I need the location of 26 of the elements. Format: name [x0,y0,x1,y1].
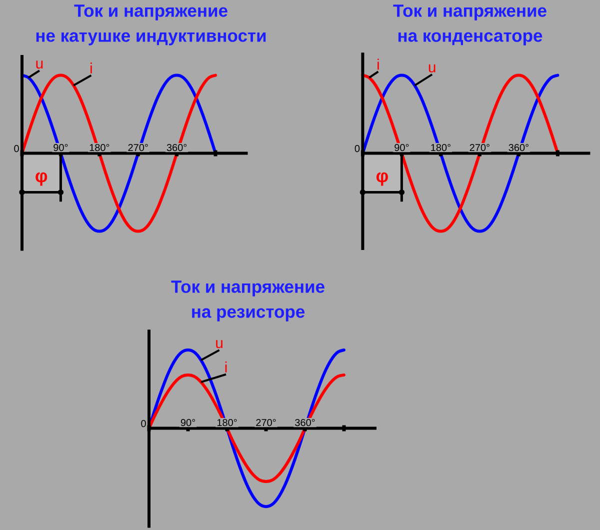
chart-title: Ток и напряжение на резисторе [171,280,324,322]
series-label: u [216,340,222,348]
x-tick-label: 0 [141,420,146,428]
series-label: u [36,60,43,69]
x-tick-label: 360° [295,419,315,426]
band-label: φ [36,172,48,186]
x-tick-label: 270° [128,144,148,152]
x-tick-label: 90° [180,419,195,426]
x-tick-label: 90° [394,144,409,152]
x-tick-label: 360° [166,144,187,152]
series-label: i [225,362,227,372]
x-tick-label: 0 [14,145,19,152]
series-label: u [428,64,436,72]
x-tick-label: 180° [431,144,450,152]
series-label: i [90,62,92,74]
band-label: φ [376,172,388,186]
chart-title: Ток и напряжение на конденсаторе [393,4,546,46]
x-tick-label: 180° [90,144,110,152]
series-label: i [378,58,379,70]
chart-title: Ток и напряжение не катушке индуктивности [36,4,266,46]
x-tick-label: 90° [54,144,68,152]
x-tick-label: 270° [470,144,490,152]
x-tick-label: 360° [508,144,528,152]
x-tick-label: 180° [217,419,237,426]
x-tick-label: 270° [256,419,276,426]
x-tick-label: 0 [354,145,360,152]
